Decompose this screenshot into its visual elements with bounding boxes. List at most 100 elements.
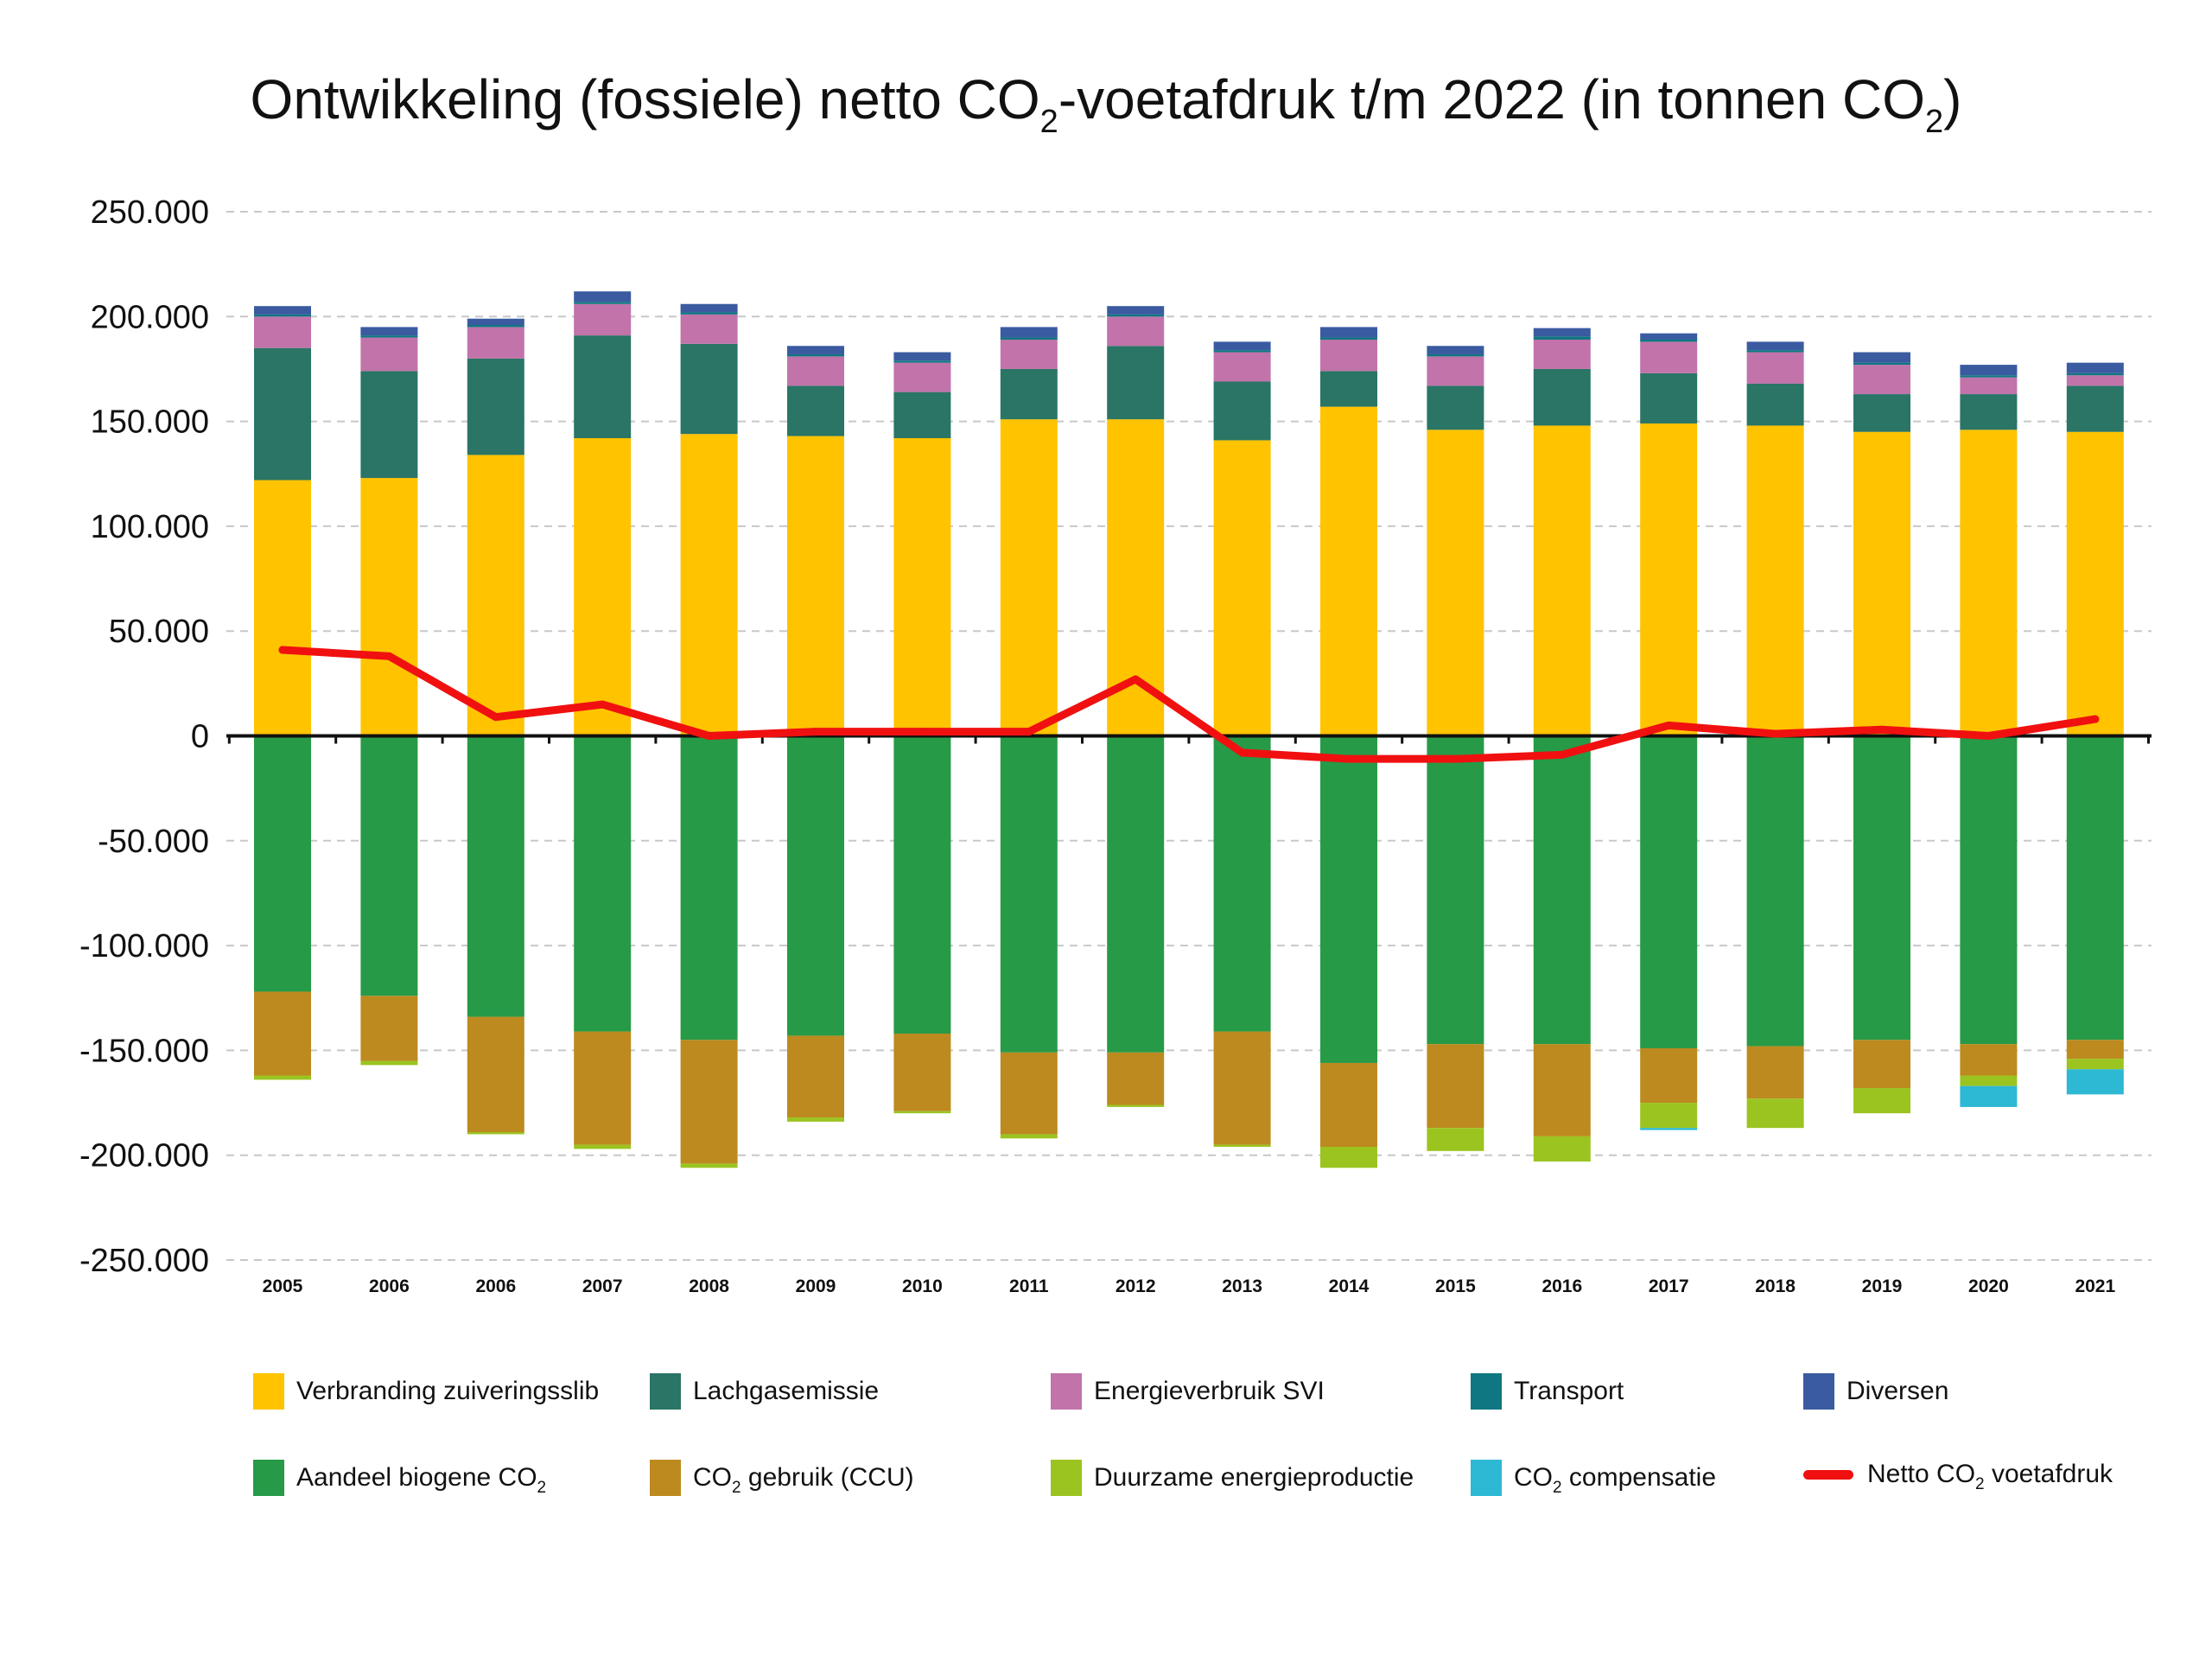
netto-point [1558, 750, 1567, 759]
series-svi [254, 303, 2124, 395]
bar-verbranding [467, 455, 524, 736]
bar-transport [574, 302, 632, 304]
series-diversen [254, 291, 2124, 376]
bar-verbranding [254, 480, 311, 736]
bar-verbranding [893, 438, 951, 736]
bar-duurzaam [1320, 1146, 1377, 1168]
bar-verbranding [787, 436, 844, 736]
bar-svi [1107, 316, 1165, 347]
bar-compensatie [2066, 1069, 2124, 1095]
y-tick-label: 150.000 [91, 404, 209, 441]
bar-duurzaam [680, 1163, 738, 1168]
bar-duurzaam [893, 1111, 951, 1114]
y-tick-label: 0 [191, 719, 209, 755]
bar-ccu [1853, 1040, 1910, 1089]
bar-biogeen [1320, 735, 1377, 1063]
bar-duurzaam [1000, 1134, 1058, 1139]
bar-svi [360, 337, 418, 372]
bar-lachgas [787, 385, 844, 436]
bar-diversen [1000, 327, 1058, 338]
bar-ccu [893, 1033, 951, 1111]
bar-diversen [1533, 328, 1591, 337]
netto-line [278, 646, 2100, 763]
bar-ccu [1533, 1044, 1591, 1136]
netto-point [385, 652, 393, 660]
bar-ccu [360, 996, 418, 1061]
bar-diversen [360, 327, 418, 336]
bar-lachgas [1533, 368, 1591, 426]
bar-lachgas [1960, 394, 2018, 430]
y-tick-label: 200.000 [91, 299, 209, 335]
bar-lachgas [1107, 346, 1165, 420]
y-tick-label: -50.000 [98, 824, 209, 860]
netto-point [705, 732, 714, 740]
y-tick-label: -200.000 [79, 1138, 209, 1174]
bar-lachgas [1853, 394, 1910, 432]
x-axis-tick-marks [227, 735, 2150, 744]
x-tick-label: 2020 [1968, 1276, 2009, 1296]
x-tick-label: 2014 [1329, 1276, 1370, 1296]
netto-point [1344, 754, 1353, 763]
x-tick-label: 2016 [1541, 1276, 1582, 1296]
y-tick-label: -150.000 [79, 1033, 209, 1069]
y-tick-label: -250.000 [79, 1243, 209, 1279]
bar-verbranding [1746, 425, 1804, 736]
x-tick-label: 2008 [689, 1276, 729, 1296]
bar-diversen [1320, 327, 1377, 338]
x-tick-label: 2010 [902, 1276, 943, 1296]
bar-verbranding [1853, 431, 1910, 736]
x-tick-label: 2015 [1435, 1276, 1476, 1296]
bar-lachgas [1427, 385, 1484, 430]
bar-verbranding [1960, 430, 2018, 736]
x-tick-label: 2013 [1222, 1276, 1262, 1296]
bar-biogeen [574, 735, 632, 1032]
bar-lachgas [1213, 381, 1271, 441]
bar-verbranding [1000, 419, 1058, 736]
series-ccu [254, 991, 2124, 1164]
bar-verbranding [360, 478, 418, 736]
y-tick-label: 250.000 [91, 194, 209, 231]
netto-point [598, 700, 607, 709]
bar-compensatie [1960, 1085, 2018, 1107]
bar-biogeen [1533, 735, 1591, 1045]
bar-diversen [1960, 365, 2018, 376]
bar-svi [787, 356, 844, 386]
bar-diversen [254, 306, 311, 315]
bar-ccu [467, 1016, 524, 1133]
bar-biogeen [1427, 735, 1484, 1045]
bar-ccu [2066, 1040, 2124, 1060]
bar-lachgas [574, 335, 632, 439]
y-tick-label: 50.000 [109, 614, 209, 650]
bar-duurzaam [467, 1132, 524, 1135]
x-tick-label: 2005 [263, 1276, 303, 1296]
bar-lachgas [1746, 383, 1804, 426]
bar-transport [893, 360, 951, 363]
bar-lachgas [1640, 372, 1698, 424]
bar-ccu [574, 1031, 632, 1145]
bar-svi [1853, 365, 1910, 395]
gridlines [226, 211, 2152, 1261]
bar-transport [254, 314, 311, 317]
netto-point [918, 728, 926, 736]
bar-diversen [574, 291, 632, 302]
bar-ccu [1427, 1044, 1484, 1129]
bar-lachgas [467, 358, 524, 455]
series-lachgas [254, 335, 2124, 481]
bar-biogeen [1746, 735, 1804, 1047]
bar-duurzaam [1746, 1098, 1804, 1129]
y-axis-ticks: 250.000 200.000 150.000 100.000 50.000 0 -50.0… [79, 194, 209, 1279]
bar-lachgas [1000, 368, 1058, 420]
bar-biogeen [1213, 735, 1271, 1032]
chart-title: Ontwikkeling (fossiele) netto CO2-voetaf… [250, 68, 1962, 140]
bar-compensatie [1640, 1128, 1698, 1130]
x-tick-label: 2019 [1862, 1276, 1903, 1296]
bar-transport [1640, 339, 1698, 342]
bar-svi [680, 314, 738, 344]
bar-transport [1213, 350, 1271, 353]
bar-diversen [893, 352, 951, 361]
netto-point [1984, 732, 1993, 740]
netto-point [1451, 754, 1459, 763]
bar-svi [893, 362, 951, 392]
bar-duurzaam [1853, 1088, 1910, 1114]
bar-diversen [787, 346, 844, 354]
